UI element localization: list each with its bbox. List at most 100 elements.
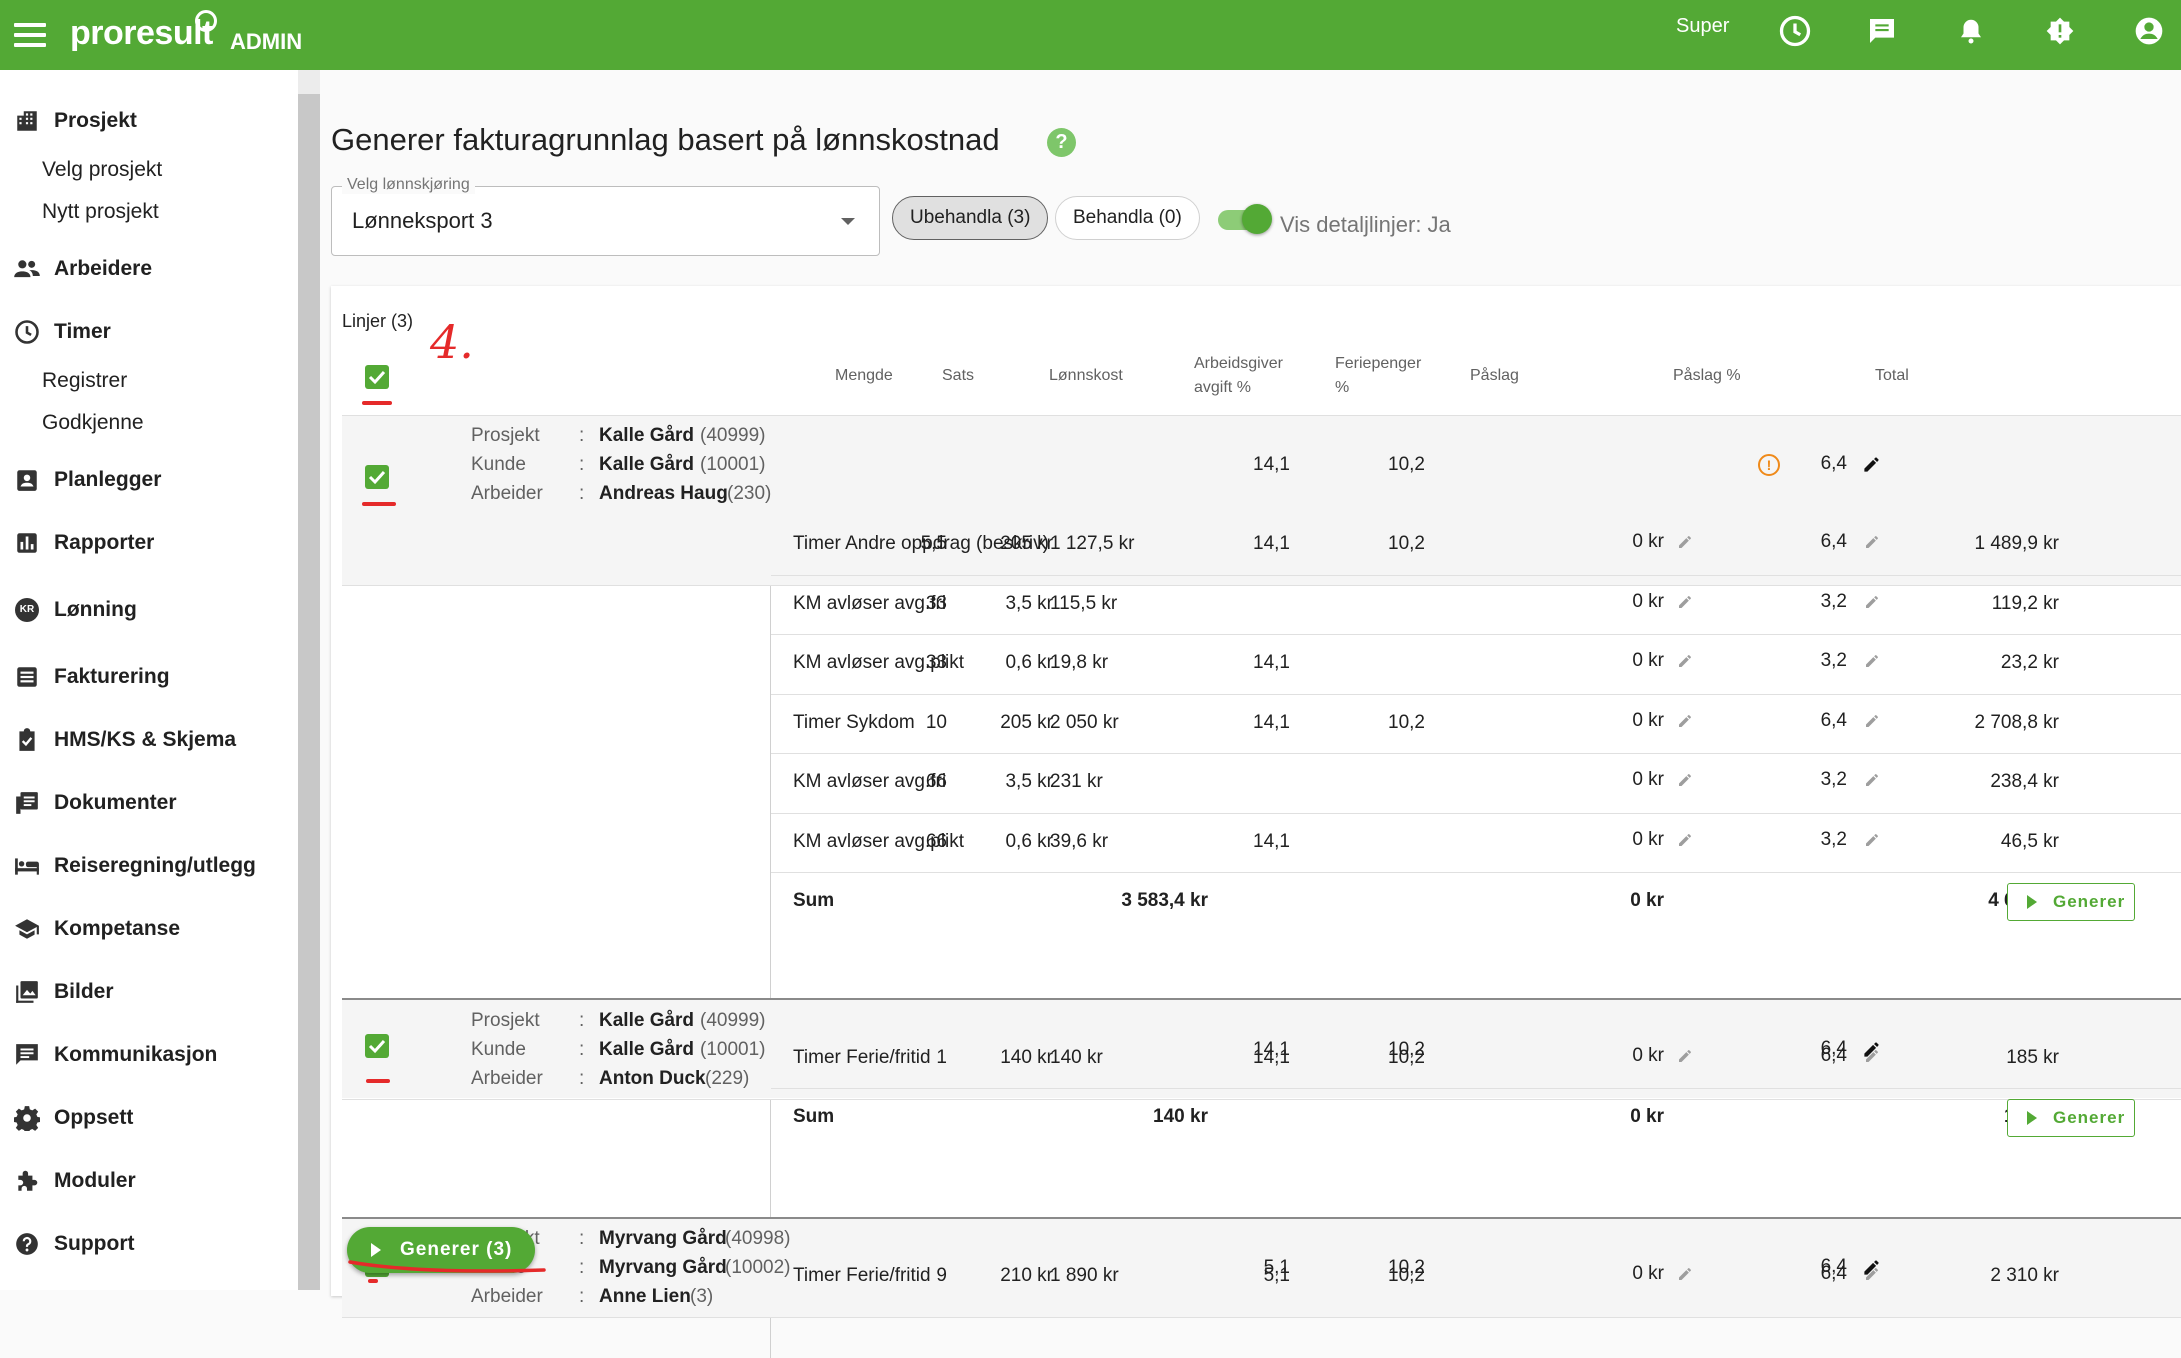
sidebar-item-moduler[interactable]: Moduler <box>12 1166 136 1196</box>
edit-pencil-icon[interactable] <box>1864 713 1880 729</box>
row-paslag: 0 kr <box>1632 769 1664 790</box>
edit-pencil-icon[interactable] <box>1677 1266 1693 1282</box>
edit-pencil-icon[interactable] <box>1864 832 1880 848</box>
edit-pencil-icon[interactable] <box>1864 594 1880 610</box>
sidebar-item-label: Timer <box>54 320 111 343</box>
row-mengde: 66 <box>925 830 947 852</box>
sidebar-item-label: Reiseregning/utlegg <box>54 854 256 877</box>
meta-arbeider-id: (229) <box>705 1068 750 1089</box>
row-sats: 3,5 kr <box>1005 771 1053 792</box>
group-checkbox[interactable] <box>365 1034 389 1058</box>
row-total: 1 489,9 kr <box>1974 533 2060 554</box>
col-header-feriepenger: Feriepenger % <box>1335 352 1421 400</box>
row-feriepenger: 10,2 <box>1388 1047 1425 1068</box>
sidebar-item-rapporter[interactable]: Rapporter <box>12 528 154 558</box>
menu-icon[interactable] <box>14 23 46 47</box>
chat-icon[interactable] <box>1862 11 1902 51</box>
meta-kunde-id: (10001) <box>700 1039 766 1060</box>
sidebar-item-kompetanse[interactable]: Kompetanse <box>12 914 180 944</box>
filter-chip-handled[interactable]: Behandla (0) <box>1055 196 1200 240</box>
generate-button[interactable]: Generer <box>2007 883 2135 921</box>
edit-pencil-icon[interactable] <box>1864 1266 1880 1282</box>
sidebar-item-prosjekt[interactable]: Prosjekt <box>12 106 137 136</box>
user-name[interactable]: Super <box>1676 15 1730 37</box>
meta-kunde: Myrvang Gård <box>599 1257 727 1278</box>
edit-pencil-icon[interactable] <box>1677 772 1693 788</box>
row-feriepenger: 10,2 <box>1388 711 1425 733</box>
sidebar-sub-godkjenne[interactable]: Godkjenne <box>42 411 144 434</box>
help-circle-icon <box>12 1229 42 1259</box>
sum-lonnskost: 140 kr <box>1153 1106 1208 1127</box>
row-lonnskost: 115,5 kr <box>1050 592 1118 614</box>
sidebar-item-timer[interactable]: Timer <box>12 317 111 347</box>
sum-lonnskost: 3 583,4 kr <box>1121 890 1208 911</box>
group-aga: 5,1 <box>1263 1257 1290 1278</box>
sidebar-item-label: Bilder <box>54 980 114 1003</box>
meta-arbeider-id: (3) <box>690 1286 714 1307</box>
edit-pencil-icon[interactable] <box>1864 1048 1880 1064</box>
account-icon[interactable] <box>2129 11 2169 51</box>
row-mengde: 9 <box>936 1265 947 1286</box>
edit-pencil-icon[interactable] <box>1677 713 1693 729</box>
sidebar-item-support[interactable]: Support <box>12 1229 134 1259</box>
row-paslag-pct: 3,2 <box>1820 828 1847 850</box>
sidebar-item-kommunikasjon[interactable]: Kommunikasjon <box>12 1040 217 1070</box>
edit-pencil-icon[interactable] <box>1864 772 1880 788</box>
edit-pencil-icon[interactable] <box>1864 534 1880 550</box>
filter-chip-unhandled[interactable]: Ubehandla (3) <box>892 196 1049 240</box>
sum-paslag: 0 kr <box>1630 890 1664 911</box>
sidebar-item-arbeidere[interactable]: Arbeidere <box>12 254 152 284</box>
edit-pencil-icon[interactable] <box>1677 653 1693 669</box>
meta-prosjekt: Kalle Gård <box>599 1010 695 1031</box>
edit-pencil-icon[interactable] <box>1862 1258 1881 1277</box>
meta-kunde: Kalle Gård <box>599 1039 695 1060</box>
edit-pencil-icon[interactable] <box>1677 534 1693 550</box>
edit-pencil-icon[interactable] <box>1864 653 1880 669</box>
meta-label-kunde: Kunde <box>471 1039 526 1060</box>
help-icon[interactable]: ? <box>1047 128 1076 157</box>
logo-clock-icon <box>195 10 217 32</box>
warning-icon[interactable]: ! <box>1758 454 1780 476</box>
sidebar-sub-velg-prosjekt[interactable]: Velg prosjekt <box>42 158 163 181</box>
gear-icon <box>12 1103 42 1133</box>
edit-pencil-icon[interactable] <box>1862 1040 1881 1059</box>
meta-arbeider: Anne Lien <box>599 1286 691 1307</box>
clock-icon[interactable] <box>1775 11 1815 51</box>
brand-logo[interactable]: proresult <box>70 14 213 52</box>
sidebar-item-planlegger[interactable]: Planlegger <box>12 465 161 495</box>
edit-pencil-icon[interactable] <box>1677 1048 1693 1064</box>
sidebar-sub-nytt-prosjekt[interactable]: Nytt prosjekt <box>42 200 159 223</box>
payroll-run-select[interactable]: Velg lønnskjøring Lønneksport 3 <box>331 176 880 256</box>
group-checkbox[interactable] <box>365 465 389 489</box>
sidebar-item-dokumenter[interactable]: Dokumenter <box>12 788 177 818</box>
edit-pencil-icon[interactable] <box>1862 455 1881 474</box>
toggle-knob[interactable] <box>1242 204 1272 234</box>
row-aga: 14,1 <box>1253 533 1290 554</box>
sidebar-item-lonning[interactable]: KR Lønning <box>12 595 137 625</box>
sidebar-item-label: HMS/KS & Skjema <box>54 728 237 751</box>
meta-prosjekt: Myrvang Gård <box>599 1228 727 1249</box>
meta-kunde-id: (10002) <box>725 1257 791 1278</box>
sidebar-item-bilder[interactable]: Bilder <box>12 977 114 1007</box>
sidebar-item-oppsett[interactable]: Oppsett <box>12 1103 133 1133</box>
select-all-checkbox[interactable] <box>365 365 389 389</box>
row-aga: 14,1 <box>1253 652 1290 673</box>
meta-kunde: Kalle Gård <box>599 454 695 475</box>
sidebar-item-reiseregning[interactable]: Reiseregning/utlegg <box>12 851 256 881</box>
alert-icon[interactable] <box>2040 11 2080 51</box>
row-paslag: 0 kr <box>1632 531 1664 552</box>
row-paslag-pct: 6,4 <box>1820 1263 1847 1284</box>
edit-pencil-icon[interactable] <box>1677 832 1693 848</box>
sidebar-sub-registrer[interactable]: Registrer <box>42 369 128 392</box>
bell-icon[interactable] <box>1951 11 1991 51</box>
col-header-mengde: Mengde <box>835 367 893 384</box>
sidebar-item-fakturering[interactable]: Fakturering <box>12 662 170 692</box>
sidebar-item-hms[interactable]: HMS/KS & Skjema <box>12 725 236 755</box>
generate-button[interactable]: Generer <box>2007 1099 2135 1137</box>
sidebar-scrollbar[interactable] <box>298 70 320 1290</box>
row-paslag: 0 kr <box>1632 709 1664 731</box>
header-line: Feriepenger <box>1335 355 1422 372</box>
row-total: 23,2 kr <box>2000 652 2059 673</box>
edit-pencil-icon[interactable] <box>1677 594 1693 610</box>
row-paslag-pct: 6,4 <box>1820 1045 1847 1066</box>
